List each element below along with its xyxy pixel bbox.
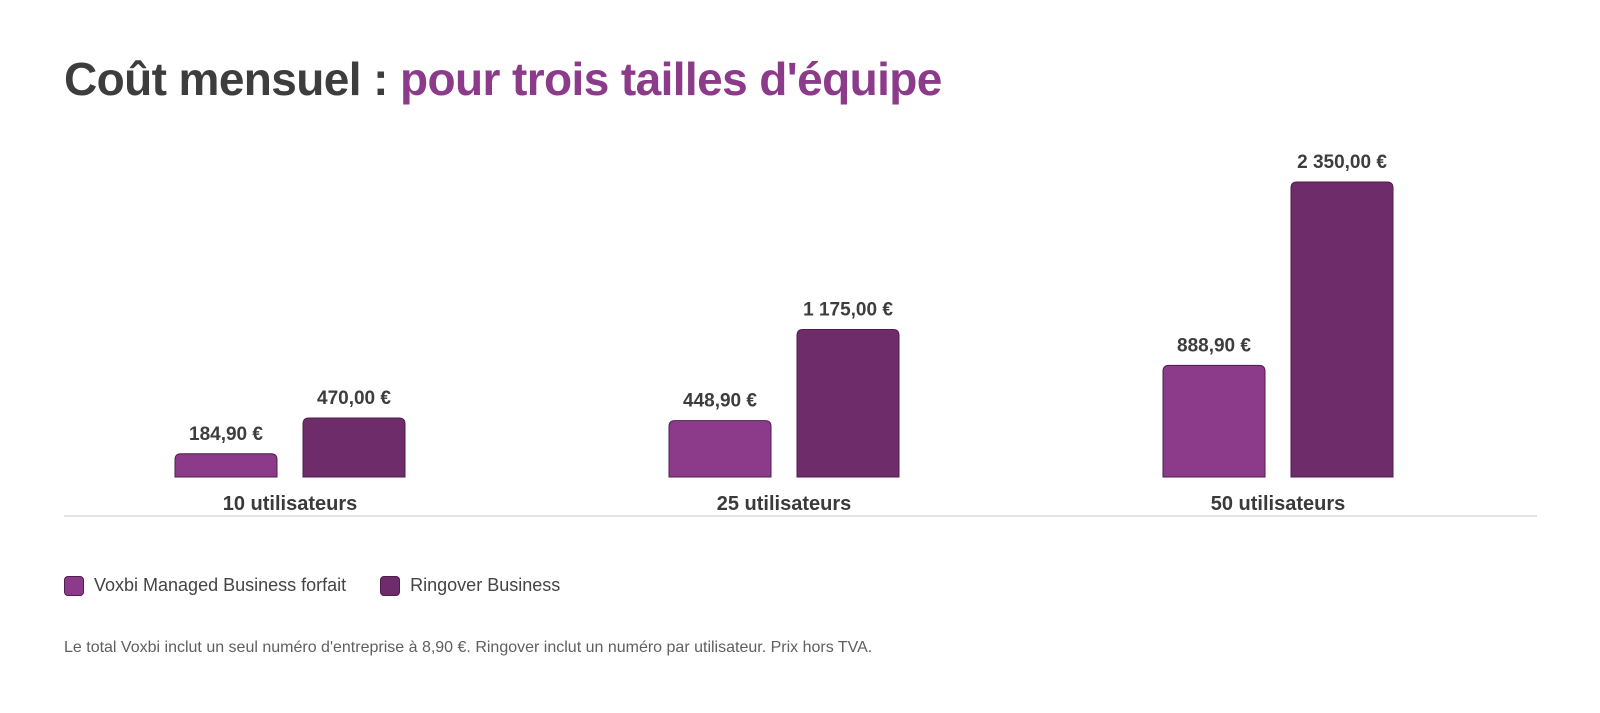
value-label-ringover-1: 470,00 €: [317, 388, 391, 409]
legend-label-ringover: Ringover Business: [410, 575, 561, 595]
chart-legend: Voxbi Managed Business forfait Ringover …: [64, 575, 560, 596]
footnote: Le total Voxbi inclut un seul numéro d'e…: [64, 639, 873, 656]
value-label-ringover-2: 1 175,00 €: [803, 300, 893, 321]
bar-ringover-2: [796, 329, 900, 478]
bar-ringover-3: [1290, 181, 1394, 478]
category-label-1: 10 utilisateurs: [223, 493, 358, 515]
legend-item-ringover: Ringover Business: [380, 575, 560, 596]
bar-voxbi-3: [1162, 364, 1266, 478]
chart-title-accent: pour trois tailles d'équipe: [400, 53, 942, 105]
value-label-voxbi-1: 184,90 €: [189, 424, 263, 445]
bar-voxbi-1: [174, 453, 278, 478]
legend-item-voxbi: Voxbi Managed Business forfait: [64, 575, 346, 596]
chart-title: Coût mensuel : pour trois tailles d'équi…: [64, 52, 942, 106]
value-label-voxbi-2: 448,90 €: [683, 391, 757, 412]
bar-chart: 184,90 € 470,00 € 10 utilisateurs 448,90 € 1…: [64, 152, 1537, 517]
legend-label-voxbi: Voxbi Managed Business forfait: [94, 575, 347, 595]
category-label-2: 25 utilisateurs: [717, 493, 852, 515]
legend-swatch-ringover: [380, 575, 401, 596]
bar-voxbi-2: [668, 420, 772, 478]
bar-ringover-1: [302, 417, 406, 478]
chart-title-main: Coût mensuel :: [64, 53, 388, 105]
category-label-3: 50 utilisateurs: [1211, 493, 1346, 515]
legend-swatch-voxbi: [64, 575, 84, 596]
value-label-ringover-3: 2 350,00 €: [1297, 152, 1387, 173]
value-label-voxbi-3: 888,90 €: [1177, 335, 1251, 356]
